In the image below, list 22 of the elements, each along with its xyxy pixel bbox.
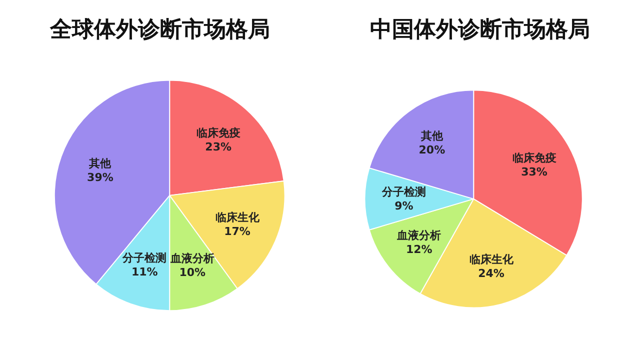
chart-title: 中国体外诊断市场格局: [370, 16, 590, 42]
chart-title: 全球体外诊断市场格局: [49, 16, 270, 42]
data-label: 9%: [394, 199, 414, 212]
slice-label: 临床生化: [215, 211, 260, 224]
data-label: 33%: [521, 165, 548, 178]
slice-label: 分子检测: [380, 185, 426, 198]
data-label: 12%: [406, 242, 432, 256]
slice-label: 分子检测: [122, 251, 167, 264]
data-label: 17%: [224, 225, 250, 238]
slice-label: 临床免疫: [512, 151, 556, 164]
data-label: 23%: [205, 140, 232, 154]
slice-label: 临床免疫: [196, 126, 240, 140]
slice-label: 其他: [88, 156, 112, 170]
slice-label: 血液分析: [169, 252, 214, 266]
data-label: 10%: [179, 266, 206, 280]
slice-label: 其他: [420, 130, 444, 143]
slice-label: 血液分析: [396, 228, 442, 242]
data-label: 39%: [87, 170, 114, 184]
data-label: 24%: [478, 266, 504, 280]
data-label: 11%: [131, 265, 158, 278]
data-label: 20%: [418, 144, 446, 157]
slice-label: 临床生化: [469, 252, 514, 266]
